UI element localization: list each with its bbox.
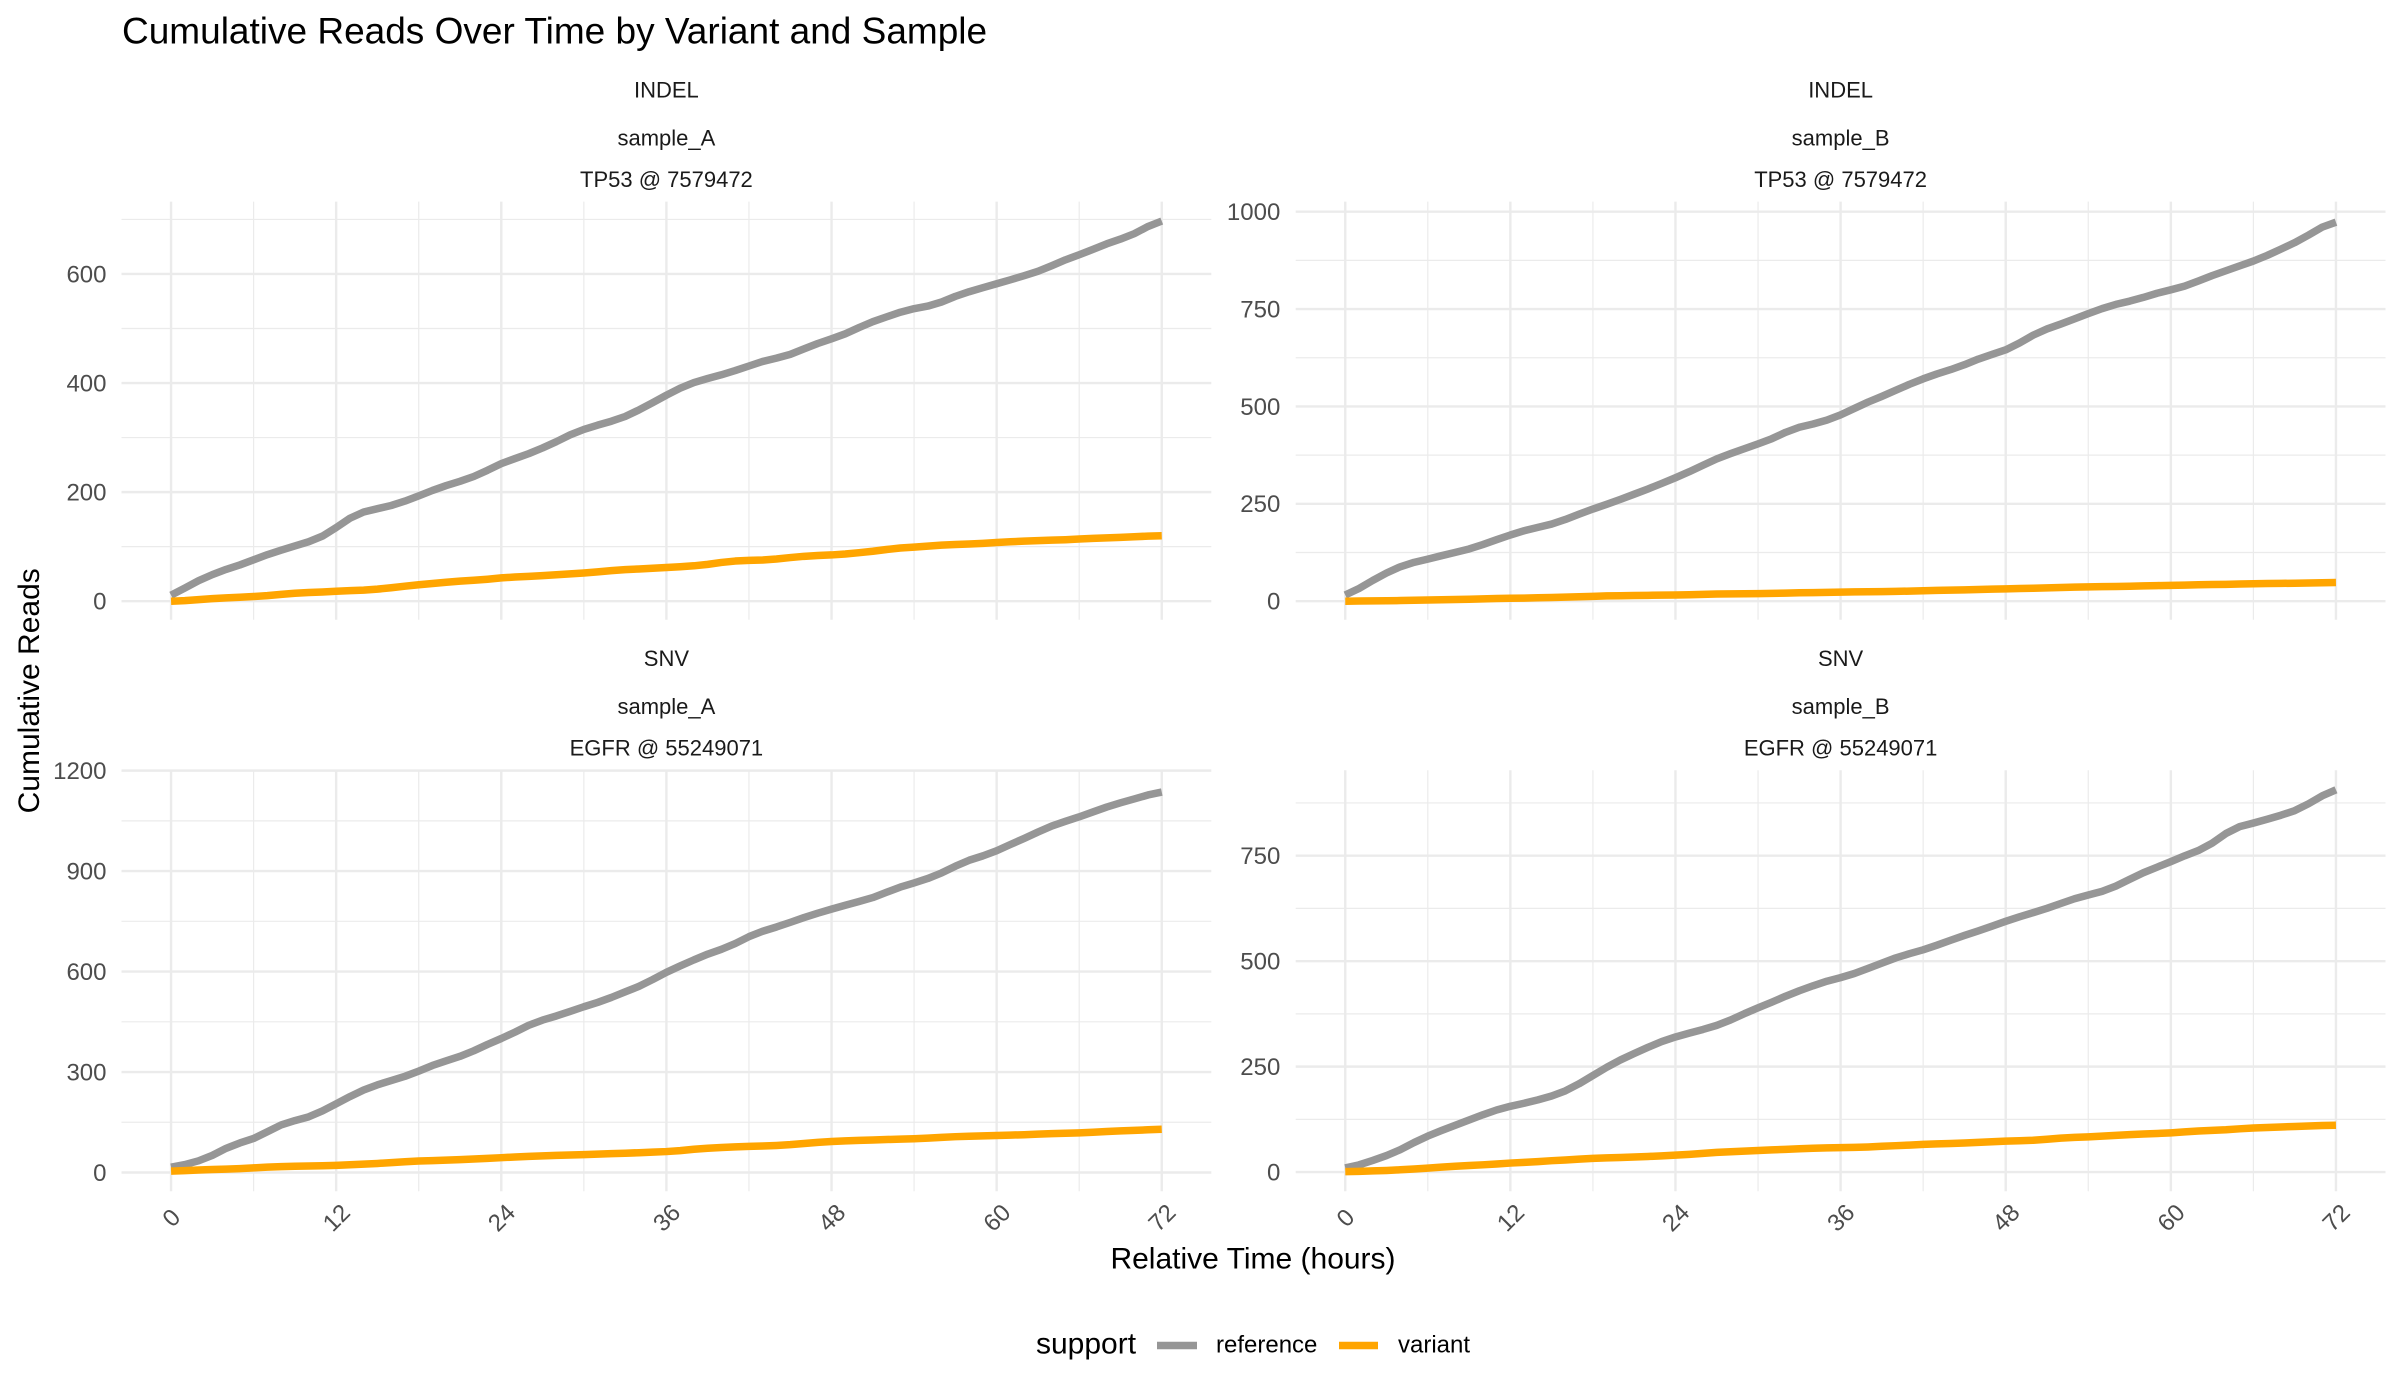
svg-text:750: 750	[1240, 843, 1280, 870]
svg-text:300: 300	[66, 1059, 106, 1086]
svg-text:SNV: SNV	[644, 646, 690, 671]
svg-text:1000: 1000	[1227, 199, 1280, 226]
svg-text:600: 600	[66, 261, 106, 288]
svg-text:sample_A: sample_A	[617, 694, 715, 719]
svg-text:1200: 1200	[53, 758, 106, 785]
svg-text:TP53 @ 7579472: TP53 @ 7579472	[580, 167, 753, 192]
svg-text:variant: variant	[1398, 1332, 1470, 1359]
svg-text:reference: reference	[1216, 1332, 1317, 1359]
svg-text:750: 750	[1240, 296, 1280, 323]
svg-text:600: 600	[66, 959, 106, 986]
svg-text:sample_A: sample_A	[617, 126, 715, 151]
svg-text:400: 400	[66, 370, 106, 397]
svg-text:SNV: SNV	[1818, 646, 1864, 671]
svg-text:900: 900	[66, 858, 106, 885]
svg-text:EGFR @ 55249071: EGFR @ 55249071	[570, 736, 764, 761]
svg-text:sample_B: sample_B	[1792, 126, 1890, 151]
svg-text:INDEL: INDEL	[634, 78, 699, 103]
svg-text:TP53 @ 7579472: TP53 @ 7579472	[1754, 167, 1927, 192]
svg-text:INDEL: INDEL	[1808, 78, 1873, 103]
svg-text:Relative Time (hours): Relative Time (hours)	[1110, 1243, 1395, 1276]
svg-text:Cumulative Reads: Cumulative Reads	[13, 568, 46, 813]
svg-text:EGFR @ 55249071: EGFR @ 55249071	[1744, 736, 1938, 761]
svg-text:500: 500	[1240, 948, 1280, 975]
svg-text:0: 0	[93, 1160, 106, 1187]
svg-text:500: 500	[1240, 394, 1280, 421]
svg-text:support: support	[1036, 1328, 1137, 1361]
svg-text:Cumulative Reads Over Time by: Cumulative Reads Over Time by Variant an…	[122, 11, 987, 52]
svg-text:250: 250	[1240, 491, 1280, 518]
svg-text:0: 0	[1267, 589, 1280, 616]
svg-text:sample_B: sample_B	[1792, 694, 1890, 719]
svg-text:0: 0	[1267, 1159, 1280, 1186]
svg-text:250: 250	[1240, 1054, 1280, 1081]
svg-text:200: 200	[66, 479, 106, 506]
svg-text:0: 0	[93, 589, 106, 616]
